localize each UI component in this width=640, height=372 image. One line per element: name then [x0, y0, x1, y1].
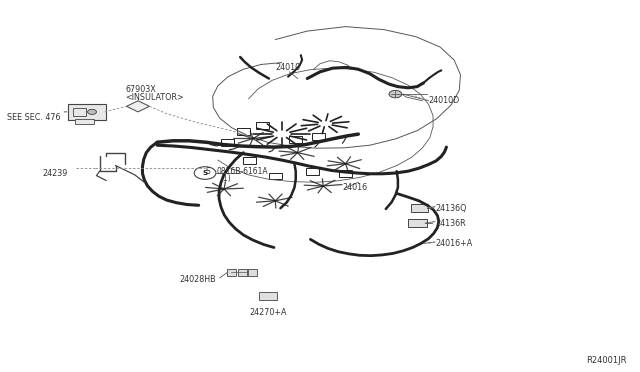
Bar: [237, 128, 250, 135]
FancyBboxPatch shape: [68, 104, 106, 120]
Circle shape: [194, 167, 216, 179]
Text: 24136R: 24136R: [435, 219, 465, 228]
Bar: [75, 119, 94, 124]
Text: (1): (1): [220, 174, 231, 183]
Text: 24239: 24239: [42, 169, 68, 177]
Circle shape: [88, 109, 97, 115]
Bar: [256, 122, 269, 129]
Text: R24001JR: R24001JR: [586, 356, 627, 365]
Bar: [73, 108, 86, 116]
Bar: [227, 269, 236, 276]
Bar: [221, 139, 234, 146]
Bar: [306, 168, 319, 175]
Text: 24136Q: 24136Q: [435, 204, 467, 213]
Text: <INSULATOR>: <INSULATOR>: [125, 93, 184, 102]
FancyBboxPatch shape: [412, 204, 428, 212]
Text: 24270+A: 24270+A: [250, 308, 287, 317]
Bar: [289, 137, 302, 143]
Text: 24016: 24016: [342, 183, 367, 192]
Circle shape: [389, 90, 402, 98]
Bar: [243, 157, 256, 164]
Text: S: S: [205, 167, 210, 176]
Text: 0816B-6161A: 0816B-6161A: [216, 167, 268, 176]
FancyBboxPatch shape: [408, 219, 427, 227]
Text: 24010: 24010: [275, 63, 300, 72]
Text: 67903X: 67903X: [125, 85, 156, 94]
Text: 24010D: 24010D: [429, 96, 460, 105]
Text: SEE SEC. 476: SEE SEC. 476: [7, 113, 61, 122]
FancyBboxPatch shape: [259, 292, 277, 300]
Bar: [248, 269, 257, 276]
Text: 24016+A: 24016+A: [435, 239, 472, 248]
Text: 24028HB: 24028HB: [179, 275, 216, 284]
Bar: [269, 173, 282, 179]
Bar: [339, 170, 352, 177]
Bar: [237, 269, 246, 276]
Polygon shape: [127, 101, 150, 112]
Text: S: S: [202, 170, 207, 176]
Bar: [312, 133, 325, 140]
